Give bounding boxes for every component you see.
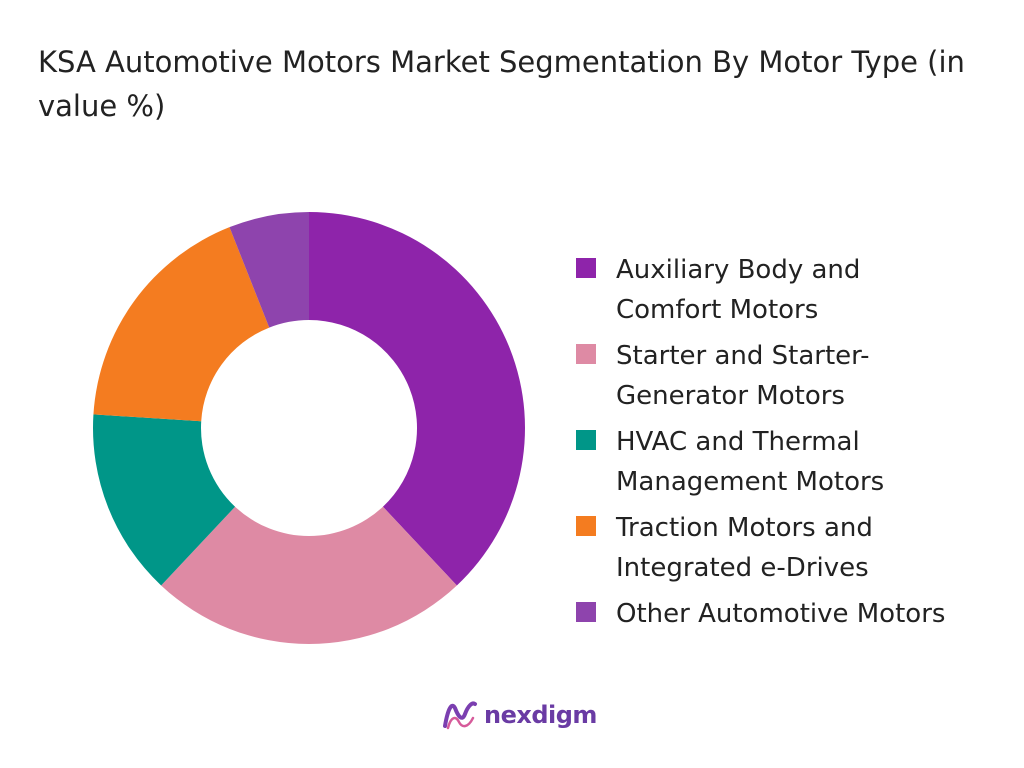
- legend-swatch: [576, 602, 596, 622]
- legend-swatch: [576, 430, 596, 450]
- legend-item-1: Auxiliary Body and Comfort Motors: [576, 250, 1016, 330]
- brand-name: nexdigm: [484, 701, 597, 729]
- brand-footer: nexdigm: [442, 698, 597, 732]
- legend-label: Traction Motors and Integrated e-Drives: [616, 513, 873, 583]
- legend-item-4: Traction Motors and Integrated e-Drives: [576, 508, 1016, 588]
- legend-label: HVAC and Thermal Management Motors: [616, 427, 885, 497]
- legend-item-2: Starter and Starter- Generator Motors: [576, 336, 1016, 416]
- legend-swatch: [576, 344, 596, 364]
- legend-item-5: Other Automotive Motors: [576, 594, 1016, 634]
- donut-slice-1: [309, 212, 525, 586]
- donut-slice-2: [161, 506, 457, 644]
- legend-swatch: [576, 258, 596, 278]
- nexdigm-logo-icon: [443, 701, 477, 730]
- legend-label: Starter and Starter- Generator Motors: [616, 341, 870, 411]
- legend-swatch: [576, 516, 596, 536]
- donut-slice-5: [229, 212, 309, 328]
- chart-title: KSA Automotive Motors Market Segmentatio…: [38, 45, 965, 123]
- legend-item-3: HVAC and Thermal Management Motors: [576, 422, 1016, 502]
- donut-slice-3: [93, 414, 236, 586]
- donut-slice-4: [93, 227, 270, 422]
- chart-legend: Auxiliary Body and Comfort Motors Starter…: [576, 250, 1016, 640]
- legend-label: Auxiliary Body and Comfort Motors: [616, 255, 861, 325]
- legend-label: Other Automotive Motors: [616, 599, 946, 629]
